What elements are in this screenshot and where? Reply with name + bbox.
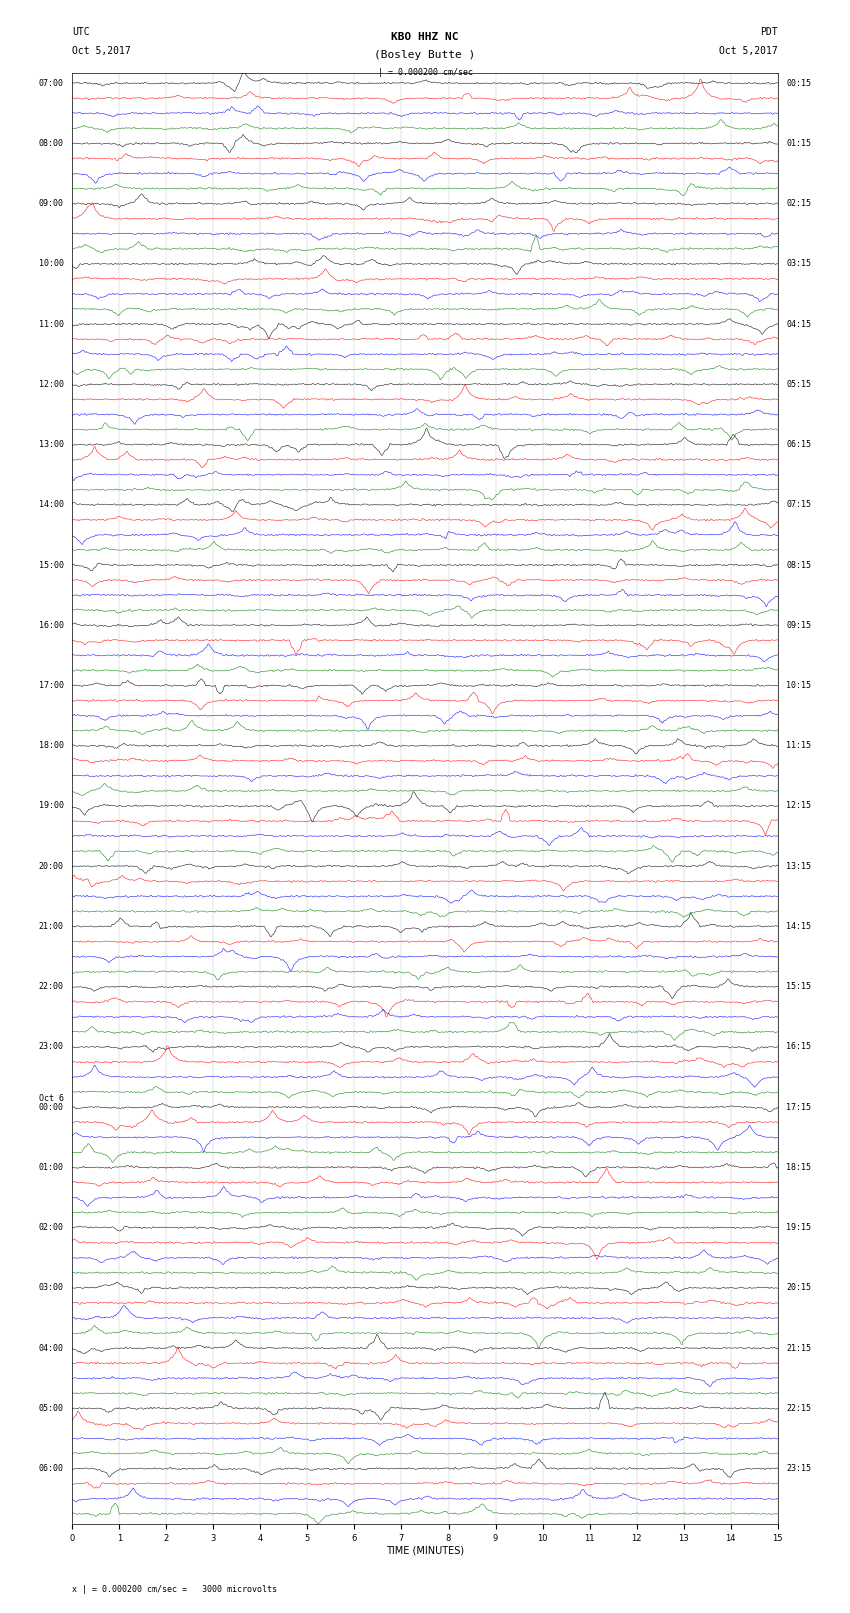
Text: 23:15: 23:15 [786,1465,811,1473]
Text: UTC: UTC [72,27,90,37]
Text: 08:00: 08:00 [39,139,64,148]
Text: 04:00: 04:00 [39,1344,64,1353]
Text: x | = 0.000200 cm/sec =   3000 microvolts: x | = 0.000200 cm/sec = 3000 microvolts [72,1584,277,1594]
Text: 19:00: 19:00 [39,802,64,810]
Text: 11:00: 11:00 [39,319,64,329]
Text: Oct 5,2017: Oct 5,2017 [72,47,131,56]
Text: 13:00: 13:00 [39,440,64,448]
Text: 09:00: 09:00 [39,198,64,208]
X-axis label: TIME (MINUTES): TIME (MINUTES) [386,1545,464,1557]
Text: 22:15: 22:15 [786,1403,811,1413]
Text: 05:00: 05:00 [39,1403,64,1413]
Text: 19:15: 19:15 [786,1223,811,1232]
Text: 20:15: 20:15 [786,1284,811,1292]
Text: (Bosley Butte ): (Bosley Butte ) [374,50,476,60]
Text: 12:00: 12:00 [39,379,64,389]
Text: 00:00: 00:00 [39,1103,64,1111]
Text: | = 0.000200 cm/sec: | = 0.000200 cm/sec [377,68,473,77]
Text: 02:15: 02:15 [786,198,811,208]
Text: 09:15: 09:15 [786,621,811,629]
Text: 05:15: 05:15 [786,379,811,389]
Text: 17:00: 17:00 [39,681,64,690]
Text: 18:15: 18:15 [786,1163,811,1173]
Text: 06:15: 06:15 [786,440,811,448]
Text: 14:15: 14:15 [786,923,811,931]
Text: 22:00: 22:00 [39,982,64,990]
Text: 02:00: 02:00 [39,1223,64,1232]
Text: 18:00: 18:00 [39,742,64,750]
Text: Oct 5,2017: Oct 5,2017 [719,47,778,56]
Text: 16:15: 16:15 [786,1042,811,1052]
Text: Oct 6: Oct 6 [39,1094,64,1103]
Text: 20:00: 20:00 [39,861,64,871]
Text: 01:15: 01:15 [786,139,811,148]
Text: 06:00: 06:00 [39,1465,64,1473]
Text: 00:15: 00:15 [786,79,811,87]
Text: 21:00: 21:00 [39,923,64,931]
Text: 04:15: 04:15 [786,319,811,329]
Text: 08:15: 08:15 [786,561,811,569]
Text: 10:00: 10:00 [39,260,64,268]
Text: 07:15: 07:15 [786,500,811,510]
Text: 21:15: 21:15 [786,1344,811,1353]
Text: 12:15: 12:15 [786,802,811,810]
Text: 01:00: 01:00 [39,1163,64,1173]
Text: 14:00: 14:00 [39,500,64,510]
Text: 17:15: 17:15 [786,1103,811,1111]
Text: 10:15: 10:15 [786,681,811,690]
Text: 03:15: 03:15 [786,260,811,268]
Text: 07:00: 07:00 [39,79,64,87]
Text: 03:00: 03:00 [39,1284,64,1292]
Text: 11:15: 11:15 [786,742,811,750]
Text: PDT: PDT [760,27,778,37]
Text: 15:15: 15:15 [786,982,811,990]
Text: 16:00: 16:00 [39,621,64,629]
Text: 13:15: 13:15 [786,861,811,871]
Text: 23:00: 23:00 [39,1042,64,1052]
Text: 15:00: 15:00 [39,561,64,569]
Text: KBO HHZ NC: KBO HHZ NC [391,32,459,42]
